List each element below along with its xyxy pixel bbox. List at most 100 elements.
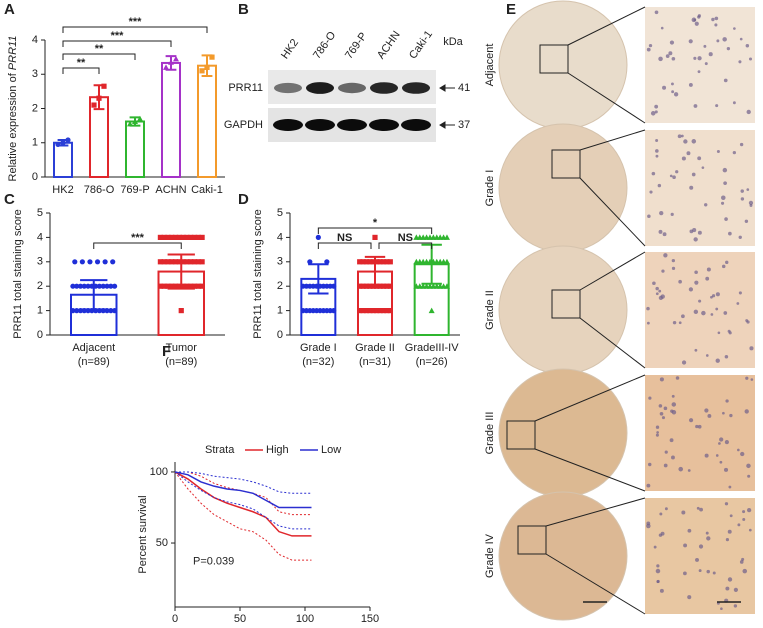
- data-point: [184, 259, 190, 265]
- nucleus: [678, 466, 684, 472]
- data-point: [127, 120, 133, 127]
- nucleus: [696, 506, 700, 510]
- data-point: [380, 283, 387, 289]
- zoom-box: [517, 525, 547, 555]
- x-tick-note: (n=26): [416, 356, 448, 368]
- nucleus: [661, 269, 665, 273]
- bar: [53, 141, 73, 178]
- nucleus: [733, 587, 738, 593]
- data-point: [324, 259, 330, 265]
- nucleus: [715, 358, 720, 363]
- nucleus: [694, 348, 698, 352]
- nucleus: [653, 545, 657, 549]
- tissue-core: [498, 0, 628, 130]
- nucleus: [715, 104, 719, 108]
- nucleus: [660, 26, 664, 30]
- nucleus: [722, 37, 727, 42]
- data-point: [60, 140, 66, 146]
- zoom-connector: [579, 129, 646, 151]
- nucleus: [686, 151, 691, 156]
- nucleus: [646, 306, 650, 311]
- data-point: [161, 259, 167, 265]
- lane-label: ACHN: [375, 29, 403, 61]
- data-point: [184, 283, 190, 289]
- significance-bracket: [317, 242, 372, 249]
- data-point: [199, 68, 205, 74]
- data-point: [357, 308, 363, 314]
- y-tick-label: 3: [32, 68, 38, 80]
- nucleus: [681, 156, 686, 161]
- size-label: 41: [458, 82, 470, 94]
- nucleus: [646, 321, 650, 325]
- data-point: [370, 308, 376, 314]
- data-point: [89, 308, 95, 314]
- y-axis-label-part: PRR11: [7, 36, 19, 71]
- nucleus: [673, 92, 679, 97]
- nucleus: [693, 309, 699, 315]
- data-point: [188, 283, 194, 289]
- data-point: [163, 64, 169, 70]
- zoom-box: [539, 44, 569, 74]
- nucleus: [740, 451, 745, 457]
- nucleus: [658, 289, 662, 293]
- nucleus: [671, 394, 675, 398]
- data-point: [77, 308, 84, 314]
- data-point: [384, 308, 390, 314]
- y-tick-label: 3: [277, 256, 283, 268]
- nucleus: [656, 431, 659, 434]
- nucleus: [733, 27, 736, 30]
- x-tick-label: Grade I: [300, 342, 337, 354]
- zoom-connector: [567, 6, 646, 46]
- blot-band: [306, 82, 334, 94]
- nucleus: [693, 237, 698, 242]
- nucleus: [704, 408, 709, 413]
- nucleus: [691, 139, 697, 144]
- zoom-panel: [645, 130, 755, 246]
- tissue-core: [498, 245, 628, 375]
- nucleus: [688, 287, 694, 292]
- data-point: [93, 283, 99, 289]
- x-tick-note: (n=89): [165, 356, 197, 368]
- legend-label: Low: [321, 444, 341, 456]
- nucleus: [701, 310, 706, 316]
- significance-bracket: [62, 26, 208, 33]
- nucleus: [659, 210, 664, 216]
- significance-bracket: [62, 53, 136, 60]
- nucleus: [660, 294, 665, 299]
- nucleus: [715, 292, 720, 297]
- data-point: [367, 283, 373, 289]
- nucleus: [661, 416, 666, 420]
- y-axis-label: Relative expression of PRR11: [7, 36, 19, 182]
- nucleus: [671, 455, 675, 460]
- nucleus: [747, 474, 751, 478]
- nucleus: [721, 195, 726, 200]
- nucleus: [717, 331, 721, 335]
- zoom-panel: [645, 498, 755, 614]
- nucleus: [724, 502, 729, 506]
- nucleus: [659, 588, 664, 593]
- nucleus: [669, 40, 675, 45]
- data-point: [70, 308, 76, 314]
- nucleus: [688, 39, 693, 44]
- data-point: [331, 308, 337, 314]
- blot-band: [369, 119, 399, 131]
- nucleus: [697, 15, 701, 19]
- data-point: [443, 258, 450, 265]
- x-tick-label: Caki-1: [191, 184, 223, 196]
- y-tick-label: 1: [277, 305, 283, 317]
- data-point: [70, 283, 76, 289]
- annotation: P=0.039: [193, 555, 234, 567]
- data-point: [176, 259, 182, 265]
- data-point: [380, 308, 387, 314]
- data-point: [199, 234, 205, 240]
- nucleus: [697, 424, 702, 429]
- significance-bracket: [317, 227, 433, 234]
- zoom-panel: [645, 252, 755, 368]
- nucleus: [646, 483, 651, 488]
- data-point: [387, 259, 393, 265]
- y-tick-label: 2: [32, 102, 38, 114]
- data-point: [191, 283, 198, 289]
- nucleus: [650, 111, 656, 116]
- nucleus: [672, 175, 676, 180]
- nucleus: [657, 183, 662, 188]
